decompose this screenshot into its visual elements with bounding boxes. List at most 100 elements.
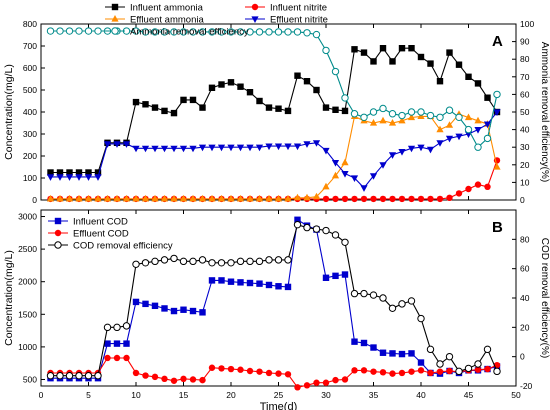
- data-point-ammonia-removal-efficiency: [331, 67, 340, 76]
- data-point-ammonia-removal-efficiency: [445, 106, 454, 114]
- data-point-influent-ammonia: [75, 169, 83, 176]
- data-point-cod-removal-efficiency: [246, 257, 254, 266]
- data-point-effluent-nitrite: [474, 127, 482, 134]
- data-point-ammonia-removal-efficiency: [208, 28, 216, 36]
- data-point-effluent-cod: [332, 376, 339, 384]
- data-point-effluent-nitrite: [103, 141, 112, 148]
- data-point-influent-ammonia: [341, 107, 349, 115]
- data-point-influent-nitrite: [436, 195, 444, 203]
- data-point-influent-ammonia: [56, 169, 64, 176]
- x-tick-label: 25: [274, 390, 284, 400]
- data-point-influent-cod: [265, 281, 273, 289]
- data-point-effluent-ammonia: [189, 194, 197, 202]
- data-point-effluent-ammonia: [122, 194, 131, 202]
- data-point-influent-nitrite: [379, 195, 387, 203]
- data-point-effluent-cod: [322, 379, 330, 386]
- data-point-effluent-ammonia: [303, 193, 311, 201]
- data-point-effluent-cod: [474, 366, 482, 373]
- x-tick-label: 45: [464, 390, 474, 400]
- data-point-effluent-nitrite: [122, 141, 131, 148]
- data-point-effluent-cod: [436, 368, 444, 375]
- data-point-cod-removal-efficiency: [455, 367, 463, 376]
- legend-label: Ammonia removal efficiency: [130, 27, 249, 38]
- data-point-influent-nitrite: [446, 194, 453, 201]
- data-point-cod-removal-efficiency: [445, 352, 454, 361]
- data-point-influent-cod: [151, 302, 159, 310]
- data-point-influent-cod: [398, 350, 406, 358]
- series-effluent-cod: [47, 354, 501, 391]
- data-point-ammonia-removal-efficiency: [170, 28, 178, 36]
- data-point-influent-ammonia: [284, 107, 292, 115]
- data-point-effluent-ammonia: [493, 163, 501, 170]
- data-point-influent-ammonia: [446, 49, 453, 56]
- data-point-effluent-cod: [446, 367, 453, 375]
- y-right-tick-label: -20: [520, 381, 533, 391]
- x-tick-label: 30: [321, 390, 331, 400]
- data-point-cod-removal-efficiency: [179, 257, 188, 266]
- data-point-effluent-ammonia: [388, 119, 397, 126]
- legend-entry-influent-cod: Influent COD: [48, 217, 128, 228]
- data-point-effluent-ammonia: [113, 194, 121, 202]
- data-point-effluent-ammonia: [84, 194, 93, 202]
- data-point-cod-removal-efficiency: [303, 223, 311, 232]
- data-point-effluent-nitrite: [113, 141, 121, 148]
- data-point-effluent-ammonia: [293, 193, 302, 201]
- data-point-cod-removal-efficiency: [208, 259, 216, 267]
- data-point-effluent-nitrite: [312, 140, 321, 147]
- data-point-ammonia-removal-efficiency: [56, 27, 64, 35]
- data-point-influent-ammonia: [142, 101, 149, 108]
- data-point-influent-ammonia: [389, 58, 396, 65]
- y-left-tick-label: 500: [23, 85, 37, 95]
- data-point-cod-removal-efficiency: [407, 297, 416, 305]
- data-point-ammonia-removal-efficiency: [436, 113, 444, 121]
- data-point-influent-ammonia: [332, 106, 339, 113]
- data-point-effluent-ammonia: [464, 113, 473, 121]
- data-point-cod-removal-efficiency: [132, 260, 140, 268]
- panel-a: 0 100 200 300 400 500 600 700 800 0 10 20 30 40 50 60 70…: [3, 19, 550, 205]
- y-right-tick-label: 10: [520, 177, 530, 187]
- data-point-influent-cod: [322, 274, 330, 281]
- data-point-influent-ammonia: [265, 104, 273, 111]
- data-point-effluent-ammonia: [94, 194, 102, 202]
- data-point-cod-removal-efficiency: [436, 360, 444, 368]
- legend-entry-ammonia-removal-efficiency: Ammonia removal efficiency: [105, 27, 249, 38]
- data-point-effluent-nitrite: [483, 121, 492, 129]
- data-point-influent-nitrite: [465, 185, 472, 193]
- data-point-influent-nitrite: [398, 195, 406, 203]
- data-point-effluent-ammonia: [274, 194, 283, 202]
- data-point-effluent-nitrite: [227, 144, 235, 152]
- data-point-ammonia-removal-efficiency: [293, 28, 302, 36]
- data-point-ammonia-removal-efficiency: [388, 110, 397, 118]
- y-left-tick-label: 0: [32, 195, 37, 205]
- data-point-effluent-ammonia: [436, 125, 444, 133]
- data-point-influent-nitrite: [370, 195, 377, 203]
- data-point-influent-cod: [341, 271, 349, 278]
- data-point-cod-removal-efficiency: [236, 257, 245, 266]
- y-left-tick-label: 3000: [18, 212, 37, 222]
- data-point-effluent-cod: [104, 354, 111, 362]
- data-point-influent-cod: [351, 338, 358, 345]
- data-point-influent-ammonia: [237, 83, 244, 90]
- data-point-effluent-nitrite: [445, 135, 454, 143]
- legend-label: Influent nitrite: [270, 3, 327, 14]
- data-point-effluent-nitrite: [493, 109, 501, 116]
- data-point-cod-removal-efficiency: [198, 256, 207, 264]
- data-point-influent-ammonia: [189, 96, 197, 104]
- data-point-effluent-ammonia: [208, 194, 216, 202]
- data-point-cod-removal-efficiency: [379, 294, 387, 302]
- data-point-ammonia-removal-efficiency: [369, 108, 378, 116]
- data-point-influent-cod: [256, 280, 263, 287]
- data-point-cod-removal-efficiency: [474, 360, 482, 368]
- data-point-effluent-cod: [370, 368, 377, 375]
- data-point-ammonia-removal-efficiency: [160, 28, 169, 36]
- data-point-ammonia-removal-efficiency: [379, 104, 387, 113]
- y-left-tick-label: 500: [23, 374, 37, 384]
- legend-label: Effluent COD: [73, 229, 129, 240]
- data-point-influent-cod: [284, 283, 292, 291]
- data-point-effluent-nitrite: [208, 144, 216, 152]
- panel-b: 0 5 10 15 20 25 30 35 40 45 50 500 1000 1500 2000 2500 3…: [3, 209, 550, 410]
- data-point-influent-cod: [218, 277, 225, 284]
- data-point-effluent-ammonia: [75, 194, 83, 202]
- y-right-tick-label: 100: [520, 19, 534, 29]
